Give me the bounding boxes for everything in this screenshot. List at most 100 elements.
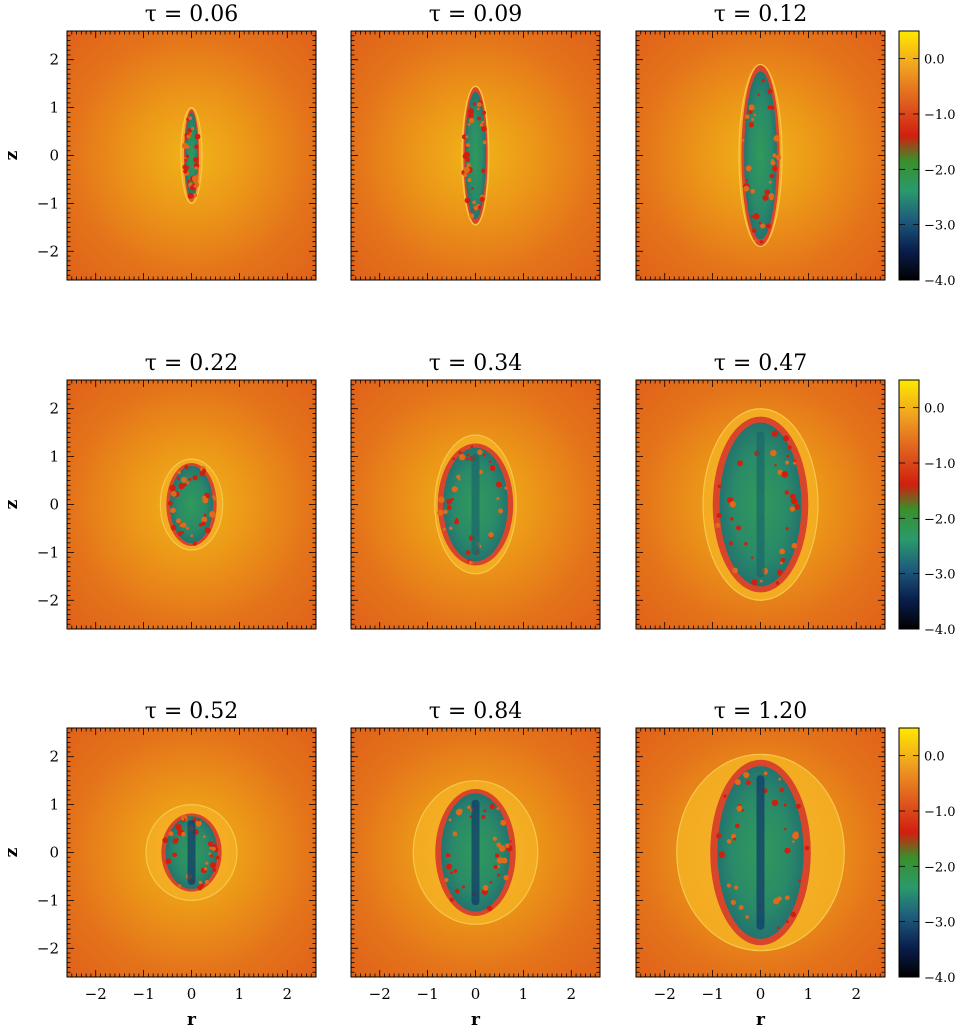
turbulent-blob bbox=[209, 846, 213, 850]
turbulent-blob bbox=[453, 869, 458, 873]
turbulent-blob bbox=[192, 183, 195, 186]
turbulent-blob bbox=[779, 548, 786, 555]
axis-ticks bbox=[636, 728, 885, 977]
turbulent-blob bbox=[726, 839, 732, 844]
colorbar-scale bbox=[898, 727, 920, 978]
turbulent-blob bbox=[504, 486, 508, 490]
turbulent-blob bbox=[787, 445, 792, 450]
colorbar-scale bbox=[898, 30, 920, 281]
turbulent-blob bbox=[772, 153, 777, 158]
turbulent-blob bbox=[784, 847, 791, 854]
axis-ticks bbox=[351, 380, 600, 629]
turbulent-blob bbox=[465, 157, 471, 162]
turbulent-blob bbox=[176, 476, 180, 481]
turbulent-blob bbox=[207, 841, 214, 847]
turbulent-blob bbox=[457, 808, 463, 814]
turbulent-blob bbox=[735, 525, 741, 531]
turbulent-blob bbox=[181, 832, 186, 837]
turbulent-blob bbox=[505, 843, 510, 848]
y-tick-label: 0 bbox=[49, 147, 59, 165]
turbulent-blob bbox=[736, 805, 743, 812]
x-tick-label: −2 bbox=[369, 985, 391, 1003]
turbulent-blob bbox=[472, 102, 477, 106]
x-tick-label: 0 bbox=[471, 985, 481, 1003]
turbulent-blob bbox=[444, 877, 449, 883]
y-tick-label: −1 bbox=[37, 891, 59, 909]
colorbar-tick-label: −3.0 bbox=[924, 916, 956, 931]
turbulent-blob bbox=[204, 879, 210, 885]
turbulent-blob bbox=[443, 509, 448, 515]
x-tick-label: 2 bbox=[851, 985, 861, 1003]
colorbar-tick-label: −1.0 bbox=[924, 805, 956, 820]
turbulent-blob bbox=[176, 518, 182, 524]
turbulent-blob bbox=[467, 123, 471, 126]
turbulent-blob bbox=[735, 779, 741, 785]
turbulent-blob bbox=[498, 508, 503, 514]
turbulent-blob bbox=[458, 453, 466, 461]
turbulent-blob bbox=[187, 179, 190, 183]
turbulent-blob bbox=[194, 144, 199, 149]
turbulent-blob bbox=[197, 885, 203, 891]
colorbar-tick-label: −3.0 bbox=[924, 568, 956, 583]
turbulent-blob bbox=[184, 165, 190, 171]
turbulent-blob bbox=[201, 516, 208, 523]
turbulent-blob bbox=[775, 581, 780, 585]
panel-8: τ = 0.84 −2 −1 0 1 2 r bbox=[350, 699, 601, 1030]
turbulent-blob bbox=[744, 541, 748, 546]
turbulent-blob bbox=[463, 151, 471, 158]
turbulent-blob bbox=[448, 818, 452, 822]
turbulent-blob bbox=[486, 905, 493, 912]
turbulent-blob bbox=[750, 215, 754, 218]
turbulent-blob bbox=[170, 524, 177, 531]
y-axis-label: z bbox=[2, 847, 22, 857]
y-tick-label: 0 bbox=[49, 496, 59, 514]
turbulent-blob bbox=[481, 110, 487, 115]
turbulent-blob bbox=[186, 526, 190, 530]
turbulent-blob bbox=[445, 863, 452, 870]
colorbar-tick-label: −4.0 bbox=[924, 971, 956, 986]
turbulent-blob bbox=[177, 531, 183, 537]
turbulent-blob bbox=[454, 519, 460, 525]
turbulent-blob bbox=[757, 93, 760, 97]
turbulent-blob bbox=[437, 496, 445, 503]
y-tick-label: 0 bbox=[49, 844, 59, 862]
turbulent-blob bbox=[464, 197, 471, 204]
turbulent-blob bbox=[761, 78, 766, 83]
turbulent-blob bbox=[456, 474, 461, 480]
turbulent-blob bbox=[753, 113, 757, 117]
axis-ticks bbox=[636, 380, 885, 629]
turbulent-blob bbox=[793, 461, 797, 465]
turbulent-blob bbox=[495, 481, 502, 488]
turbulent-blob bbox=[467, 108, 475, 115]
turbulent-blob bbox=[730, 899, 736, 905]
colorbar-2: 0.0 −1.0 −2.0 −3.0 −4.0 bbox=[898, 379, 956, 638]
turbulent-blob bbox=[488, 460, 492, 463]
turbulent-blob bbox=[483, 809, 487, 813]
turbulent-blob bbox=[775, 154, 782, 161]
turbulent-blob bbox=[784, 895, 790, 901]
turbulent-blob bbox=[734, 885, 739, 890]
panel-title: τ = 0.22 bbox=[145, 351, 239, 376]
colorbar-tick-label: 0.0 bbox=[924, 750, 945, 765]
panel-title: τ = 0.84 bbox=[429, 699, 523, 724]
y-tick-label: 1 bbox=[49, 448, 59, 466]
turbulent-blob bbox=[481, 168, 486, 173]
axis-ticks bbox=[351, 728, 600, 977]
turbulent-blob bbox=[177, 470, 181, 475]
turbulent-blob bbox=[489, 465, 496, 471]
turbulent-blob bbox=[477, 116, 481, 121]
turbulent-blob bbox=[471, 187, 474, 190]
panel-title: τ = 0.52 bbox=[145, 699, 239, 724]
cavity bbox=[744, 71, 777, 240]
turbulent-blob bbox=[785, 527, 789, 531]
turbulent-blob bbox=[192, 176, 195, 180]
turbulent-blob bbox=[743, 185, 750, 192]
turbulent-blob bbox=[466, 457, 469, 461]
turbulent-blob bbox=[175, 823, 182, 831]
turbulent-blob bbox=[194, 133, 201, 140]
turbulent-blob bbox=[477, 449, 483, 455]
turbulent-blob bbox=[804, 845, 810, 851]
panel-1: τ = 0.06 −2 −1 0 1 2 z bbox=[2, 2, 317, 281]
turbulent-blob bbox=[728, 541, 733, 546]
turbulent-blob bbox=[758, 221, 762, 225]
